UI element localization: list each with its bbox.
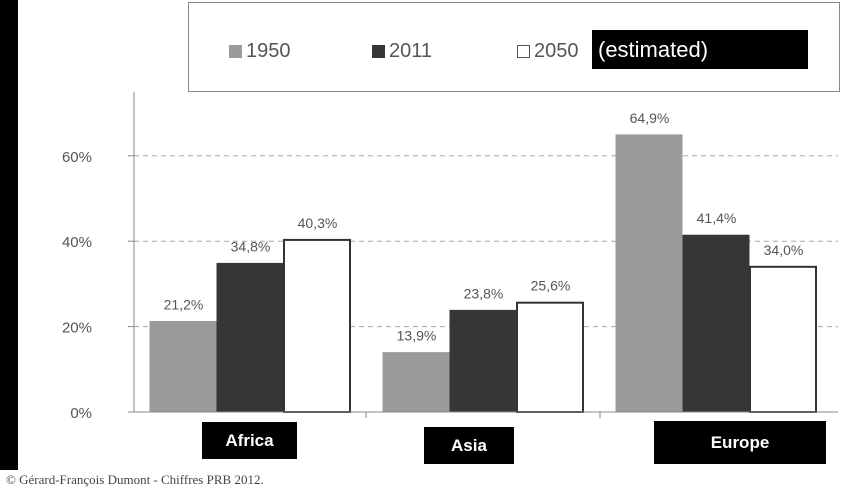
y-tick-label-60: 60% xyxy=(62,149,92,166)
legend-item-2011: 2011 xyxy=(372,40,432,63)
y-tick-label-0: 0% xyxy=(70,405,92,422)
legend-label-2050: 2050 xyxy=(534,40,579,62)
bar-africa-2011 xyxy=(216,262,284,413)
bar-asia-2050 xyxy=(516,301,584,413)
data-label-asia-1950: 13,9% xyxy=(397,328,437,344)
category-label-asia: Asia xyxy=(424,427,514,464)
data-label-africa-1950: 21,2% xyxy=(164,296,204,312)
legend-swatch-2011 xyxy=(372,45,385,58)
data-label-africa-2011: 34,8% xyxy=(231,238,271,254)
data-label-asia-2011: 23,8% xyxy=(464,285,504,301)
data-label-asia-2050: 25,6% xyxy=(531,278,571,294)
data-label-europe-2011: 41,4% xyxy=(697,210,737,226)
legend-swatch-1950 xyxy=(229,45,242,58)
y-tick-label-40: 40% xyxy=(62,234,92,251)
legend-estimated-note: (estimated) xyxy=(592,30,808,69)
legend-item-2050: 2050 xyxy=(517,40,579,63)
bar-europe-1950 xyxy=(615,134,683,413)
category-label-europe: Europe xyxy=(654,421,826,464)
data-label-africa-2050: 40,3% xyxy=(298,215,338,231)
category-label-africa: Africa xyxy=(202,422,297,459)
legend-item-1950: 1950 xyxy=(229,40,291,63)
bar-africa-2050 xyxy=(283,238,351,413)
legend-label-1950: 1950 xyxy=(246,40,291,62)
bar-africa-1950 xyxy=(149,320,217,413)
bar-asia-2011 xyxy=(449,309,517,413)
data-label-europe-2050: 34,0% xyxy=(764,242,804,258)
credit-line: © Gérard-François Dumont - Chiffres PRB … xyxy=(6,472,264,487)
bar-europe-2050 xyxy=(749,265,817,413)
bar-asia-1950 xyxy=(382,352,450,413)
y-tick-label-20: 20% xyxy=(62,320,92,337)
credit-strip xyxy=(0,470,850,497)
data-label-europe-1950: 64,9% xyxy=(630,110,670,126)
bar-europe-2011 xyxy=(682,234,750,413)
legend-label-2011: 2011 xyxy=(389,40,433,62)
legend-swatch-2050 xyxy=(517,45,530,58)
